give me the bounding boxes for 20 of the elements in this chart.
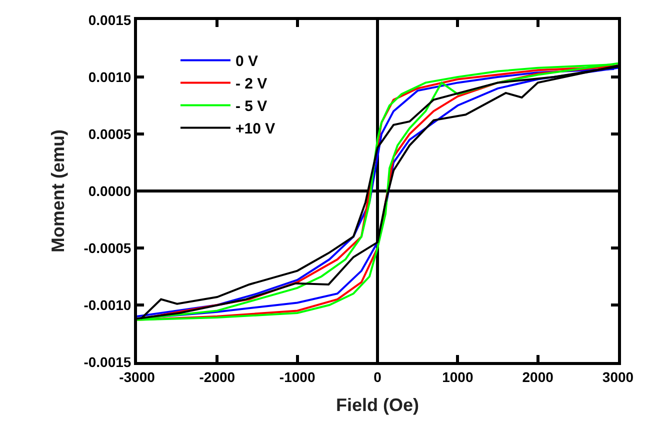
x-tick-label: -3000 (119, 368, 156, 385)
legend-label: - 5 V (235, 98, 268, 116)
y-tick-label: 0.0000 (88, 182, 132, 199)
x-tick-label: 3000 (602, 368, 634, 385)
legend-label: - 2 V (235, 76, 268, 93)
y-tick-label: 0.0015 (88, 12, 132, 28)
x-tick-label: 1000 (442, 368, 474, 385)
y-axis-title: Moment (emu) (48, 130, 68, 252)
legend-label: +10 V (235, 120, 276, 138)
y-tick-label: 0.0010 (88, 68, 132, 85)
x-axis-title: Field (Oe) (336, 394, 420, 415)
x-tick-label: -1000 (279, 368, 316, 385)
x-tick-label: -2000 (199, 368, 236, 385)
y-tick-label: -0.0015 (84, 354, 132, 370)
y-tick-label: -0.0005 (84, 240, 132, 256)
y-tick-label: 0.0005 (88, 126, 132, 142)
x-tick-label: 2000 (522, 368, 554, 385)
legend-label: 0 V (235, 53, 258, 70)
y-tick-label: -0.0010 (84, 296, 132, 313)
x-tick-label: 0 (374, 368, 382, 385)
